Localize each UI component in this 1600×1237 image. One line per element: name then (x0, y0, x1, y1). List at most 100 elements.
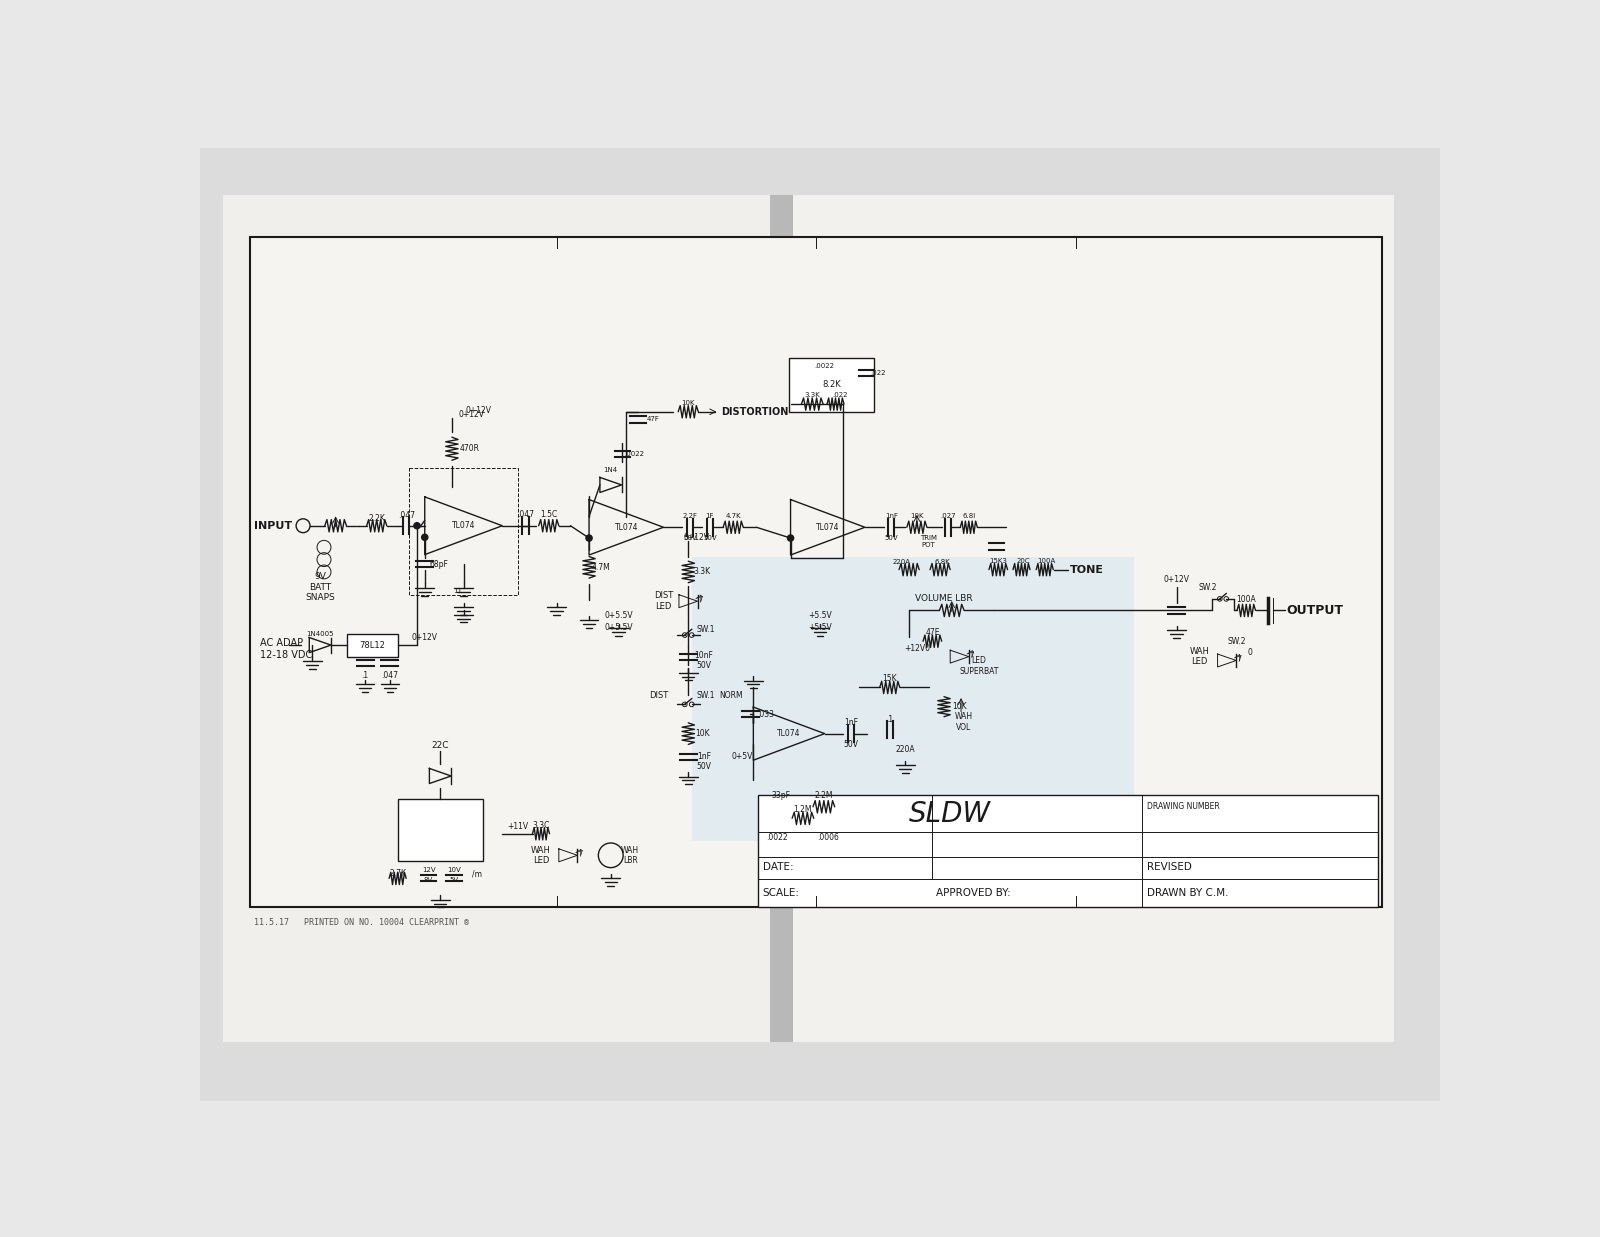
Bar (758, 795, 1378, 907)
Text: 10V: 10V (448, 867, 461, 873)
Text: TL074: TL074 (816, 523, 840, 532)
Text: 10K: 10K (682, 400, 694, 406)
Text: 0+12V: 0+12V (683, 533, 709, 542)
Text: 20C: 20C (1016, 558, 1030, 564)
Bar (794, 194, 1394, 1042)
Text: DRAWING NUMBER: DRAWING NUMBER (1147, 802, 1219, 811)
Text: 33pF: 33pF (771, 790, 790, 800)
Text: 0+12V: 0+12V (458, 409, 485, 418)
Text: 0+12V: 0+12V (466, 406, 493, 414)
Text: 68pF: 68pF (429, 559, 448, 569)
Bar (789, 357, 874, 412)
Text: 470R: 470R (459, 444, 480, 453)
Text: OUTPUT: OUTPUT (1286, 604, 1344, 617)
Text: REVISED: REVISED (1147, 862, 1192, 872)
Text: DIST
LED: DIST LED (654, 591, 674, 611)
Text: +5.5V: +5.5V (808, 623, 832, 632)
Text: 10K: 10K (910, 513, 923, 520)
Text: 1nF: 1nF (845, 719, 858, 727)
Text: INPUT: INPUT (254, 521, 293, 531)
Text: 47F: 47F (646, 417, 659, 423)
Text: 4.7M: 4.7M (592, 563, 611, 571)
Text: 10nF: 10nF (694, 652, 714, 661)
Text: 10K: 10K (694, 729, 709, 738)
Text: 100A: 100A (1237, 595, 1256, 604)
Text: +5.5V: +5.5V (808, 611, 832, 620)
Text: 0: 0 (1248, 648, 1253, 657)
Text: SW.2: SW.2 (1198, 583, 1216, 591)
Text: 220A: 220A (893, 559, 910, 565)
Text: 0+12V: 0+12V (411, 633, 438, 642)
Text: .1: .1 (362, 670, 368, 679)
Text: TONE: TONE (1069, 564, 1104, 575)
Text: 0+5.5V: 0+5.5V (605, 611, 634, 620)
Text: .027: .027 (941, 513, 955, 520)
Text: 1.5C: 1.5C (541, 511, 557, 520)
Bar (693, 557, 1134, 841)
Text: DATE:: DATE: (763, 862, 794, 872)
Text: 1nF: 1nF (696, 752, 710, 761)
Text: 0+12V: 0+12V (1163, 575, 1189, 584)
Text: DRAWN BY C.M.: DRAWN BY C.M. (1147, 888, 1229, 898)
Circle shape (787, 534, 794, 541)
Text: 78L12: 78L12 (358, 641, 386, 649)
Bar (250, 238, 1382, 907)
Text: +12V0: +12V0 (904, 644, 930, 653)
Text: 50V: 50V (683, 536, 696, 541)
Text: 12V: 12V (422, 867, 435, 873)
Circle shape (422, 534, 427, 541)
Text: 1N4: 1N4 (603, 466, 618, 480)
Bar (398, 799, 483, 861)
Text: /m: /m (472, 870, 483, 878)
Text: 47E: 47E (925, 628, 939, 637)
Text: SCALE:: SCALE: (763, 888, 800, 898)
Text: 0+5.5V: 0+5.5V (605, 623, 634, 632)
Text: SW.2: SW.2 (1227, 637, 1246, 646)
Text: 5V: 5V (450, 877, 459, 883)
Text: 22C: 22C (432, 741, 450, 750)
Text: WAH
VOL: WAH VOL (954, 713, 973, 732)
Text: 6.8I: 6.8I (962, 513, 976, 520)
Text: 50V: 50V (702, 536, 717, 541)
Text: 3.3K: 3.3K (805, 392, 821, 398)
Circle shape (414, 523, 421, 529)
Text: .0022: .0022 (766, 833, 789, 842)
Bar (770, 194, 794, 1042)
Text: TL074: TL074 (778, 729, 800, 738)
Text: WAH
LBR: WAH LBR (621, 846, 638, 865)
Text: 2.2K: 2.2K (368, 513, 386, 522)
Bar (347, 633, 398, 657)
Text: 50V: 50V (843, 740, 859, 748)
Text: 15K: 15K (883, 674, 898, 683)
Circle shape (586, 534, 592, 541)
Text: 1F: 1F (706, 513, 714, 520)
Text: 4.7K: 4.7K (725, 513, 741, 520)
Text: 220A: 220A (896, 745, 915, 753)
Text: 3.3C: 3.3C (533, 821, 550, 830)
Text: 10K: 10K (952, 703, 966, 711)
Text: 50V: 50V (696, 662, 712, 670)
Text: AC ADAP
12-18 VDC: AC ADAP 12-18 VDC (261, 638, 312, 659)
Text: APPROVED BY:: APPROVED BY: (936, 888, 1011, 898)
Text: 50V: 50V (885, 536, 898, 541)
Bar (410, 468, 518, 595)
Text: 3.3K: 3.3K (694, 568, 710, 576)
Text: DISTORTION: DISTORTION (722, 407, 789, 417)
Text: SW.1: SW.1 (696, 625, 715, 635)
Text: 50V: 50V (696, 762, 712, 771)
Text: .0006: .0006 (818, 833, 838, 842)
Text: 1N4005: 1N4005 (306, 631, 334, 637)
Text: LED
SUPERBAT: LED SUPERBAT (958, 656, 998, 675)
Text: WAH
LED: WAH LED (531, 846, 550, 865)
Text: 11.5.17   PRINTED ON NO. 10004 CLEARPRINT ®: 11.5.17 PRINTED ON NO. 10004 CLEARPRINT … (254, 918, 469, 927)
Text: TL074: TL074 (614, 523, 638, 532)
Text: DIST: DIST (650, 690, 669, 700)
Text: SLDW: SLDW (909, 800, 992, 829)
Bar (224, 194, 794, 1042)
Text: .047: .047 (381, 670, 398, 679)
Text: .0022: .0022 (814, 362, 834, 369)
Text: .0022: .0022 (624, 452, 643, 458)
Text: .022: .022 (832, 392, 848, 398)
Text: 0+5V: 0+5V (731, 752, 754, 761)
Text: .033: .033 (757, 710, 774, 719)
